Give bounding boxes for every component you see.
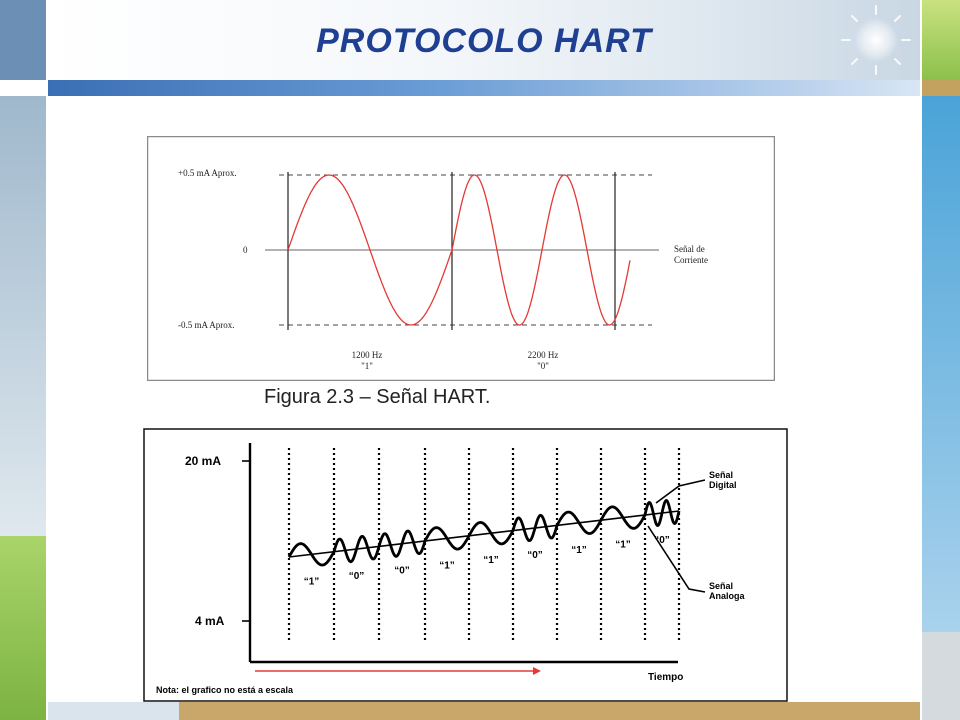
y-label-20ma: 20 mA: [185, 454, 221, 468]
bit-label: “1”: [439, 560, 455, 571]
digital-label-line1: Señal: [709, 470, 733, 480]
bit-label: “0”: [654, 535, 670, 546]
analog-signal-line: [288, 510, 680, 558]
label-top-level: +0.5 mA Aprox.: [178, 168, 237, 178]
right-accent-strip-green: [920, 0, 960, 80]
freq2-bit: "0": [537, 361, 549, 371]
header-band: [48, 0, 920, 80]
left-divider: [46, 0, 48, 720]
fsk-signal-wave: [287, 174, 631, 326]
signal-label-line2: Corriente: [674, 255, 708, 265]
digital-pointer-line: [655, 479, 706, 504]
bit-label: “0”: [349, 571, 365, 582]
hart-overlay-figure: 20 mA 4 mA “1” “0” “0” “1” “1” “0” “1” “1” “0” S…: [143, 428, 788, 702]
left-accent-strip-top: [0, 0, 48, 80]
right-divider: [920, 0, 922, 720]
slide-title: PROTOCOLO HART: [316, 22, 652, 60]
x-label-time: Tiempo: [648, 672, 683, 683]
footer-strip: [48, 702, 920, 720]
bit-label: “1”: [304, 576, 320, 587]
bit-label: “0”: [527, 550, 543, 561]
bit-label: “1”: [571, 545, 587, 556]
figure2-frame: [143, 428, 788, 702]
right-accent-strip-blue: [920, 96, 960, 632]
label-bottom-level: -0.5 mA Aprox.: [178, 320, 235, 330]
digital-label-line2: Digital: [709, 480, 737, 490]
analog-label-line1: Señal: [709, 581, 733, 591]
right-accent-strip-tan: [920, 80, 960, 96]
y-label-4ma: 4 mA: [195, 614, 225, 628]
scale-note: Nota: el grafico no está a escala: [156, 685, 294, 695]
bit-boundary-lines: [287, 448, 681, 642]
signal-label-line1: Señal de: [674, 244, 705, 254]
label-zero-level: 0: [243, 245, 248, 255]
figure1-frame: [147, 136, 775, 381]
right-accent-strip-gray: [920, 632, 960, 720]
analog-pointer-line: [647, 525, 706, 593]
bit-label: “1”: [615, 540, 631, 551]
analog-label-line2: Analoga: [709, 591, 745, 601]
freq2-label: 2200 Hz: [528, 350, 559, 360]
left-accent-strip-middle: [0, 96, 48, 536]
bit-labels: “1” “0” “0” “1” “1” “0” “1” “1” “0”: [304, 535, 670, 587]
hart-fsk-figure: +0.5 mA Aprox. 0 -0.5 mA Aprox. Señal de…: [147, 136, 775, 381]
bit-label: “0”: [394, 566, 410, 577]
digital-signal-wave: [287, 498, 681, 567]
figure-caption: Figura 2.3 – Señal HART.: [264, 386, 491, 408]
left-accent-strip-green: [0, 536, 48, 720]
header-blue-bar: [48, 80, 920, 96]
time-arrow-head: [533, 667, 541, 675]
freq1-bit: "1": [361, 361, 373, 371]
bit-label: “1”: [483, 555, 499, 566]
sparkle-icon: [841, 5, 911, 75]
freq1-label: 1200 Hz: [352, 350, 383, 360]
